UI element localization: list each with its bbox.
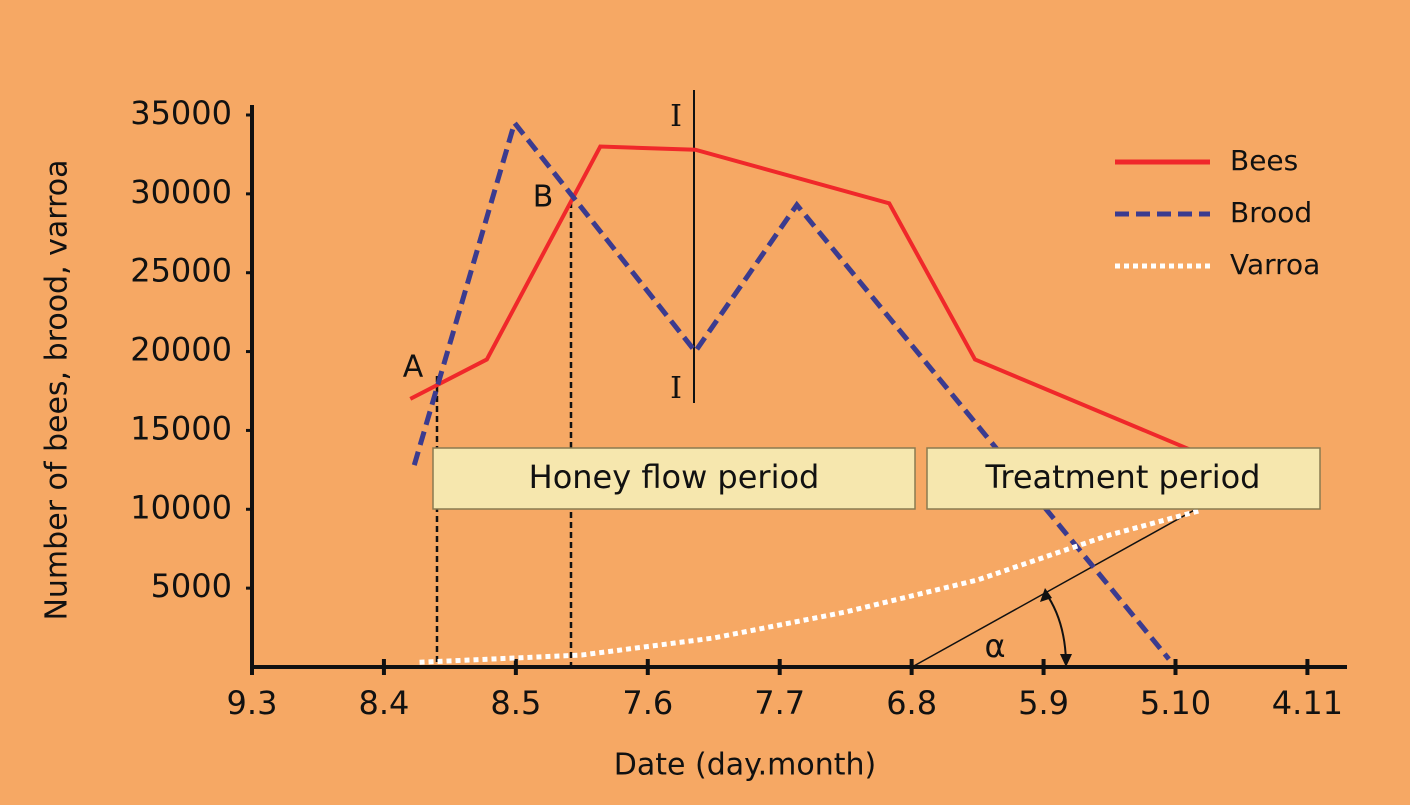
angle-arc bbox=[1044, 591, 1067, 663]
annotation: A bbox=[403, 350, 424, 385]
x-tick-label: 5.9 bbox=[1018, 684, 1069, 722]
x-tick-label: 4.11 bbox=[1272, 684, 1343, 722]
y-axis-label: Number of bees, brood, varroa bbox=[40, 159, 75, 620]
legend-label: Varroa bbox=[1230, 248, 1320, 281]
x-tick-label: 5.10 bbox=[1140, 684, 1211, 722]
series-line bbox=[419, 507, 1203, 665]
annotation: I bbox=[670, 99, 682, 134]
y-tick-label: 35000 bbox=[130, 94, 232, 132]
annotation: Honey flow period bbox=[529, 458, 820, 496]
annotation: I bbox=[670, 371, 682, 406]
annotation: Treatment period bbox=[985, 458, 1261, 496]
x-axis-label: Date (day.month) bbox=[614, 748, 876, 783]
annotation: α bbox=[984, 627, 1005, 665]
x-tick-label: 7.7 bbox=[754, 684, 805, 722]
period-box bbox=[432, 447, 916, 510]
y-tick-label: 15000 bbox=[130, 409, 232, 447]
legend-label: Brood bbox=[1230, 196, 1312, 229]
period-box bbox=[926, 447, 1321, 510]
legend-label: Bees bbox=[1230, 144, 1298, 177]
arrow-head bbox=[1040, 588, 1052, 602]
x-tick-label: 8.4 bbox=[358, 684, 409, 722]
y-tick-label: 5000 bbox=[151, 567, 232, 605]
y-tick-label: 10000 bbox=[130, 488, 232, 526]
y-tick-label: 20000 bbox=[130, 331, 232, 369]
tangent-line bbox=[911, 502, 1208, 668]
x-tick-label: 6.8 bbox=[886, 684, 937, 722]
y-tick-label: 25000 bbox=[130, 252, 232, 290]
annotation: B bbox=[533, 180, 554, 215]
y-tick-label: 30000 bbox=[130, 173, 232, 211]
series-line bbox=[411, 117, 1171, 661]
x-tick-label: 9.3 bbox=[227, 684, 278, 722]
x-tick-label: 7.6 bbox=[622, 684, 673, 722]
arrow-head bbox=[1060, 654, 1072, 667]
series-line bbox=[409, 144, 1206, 458]
x-tick-label: 8.5 bbox=[490, 684, 541, 722]
